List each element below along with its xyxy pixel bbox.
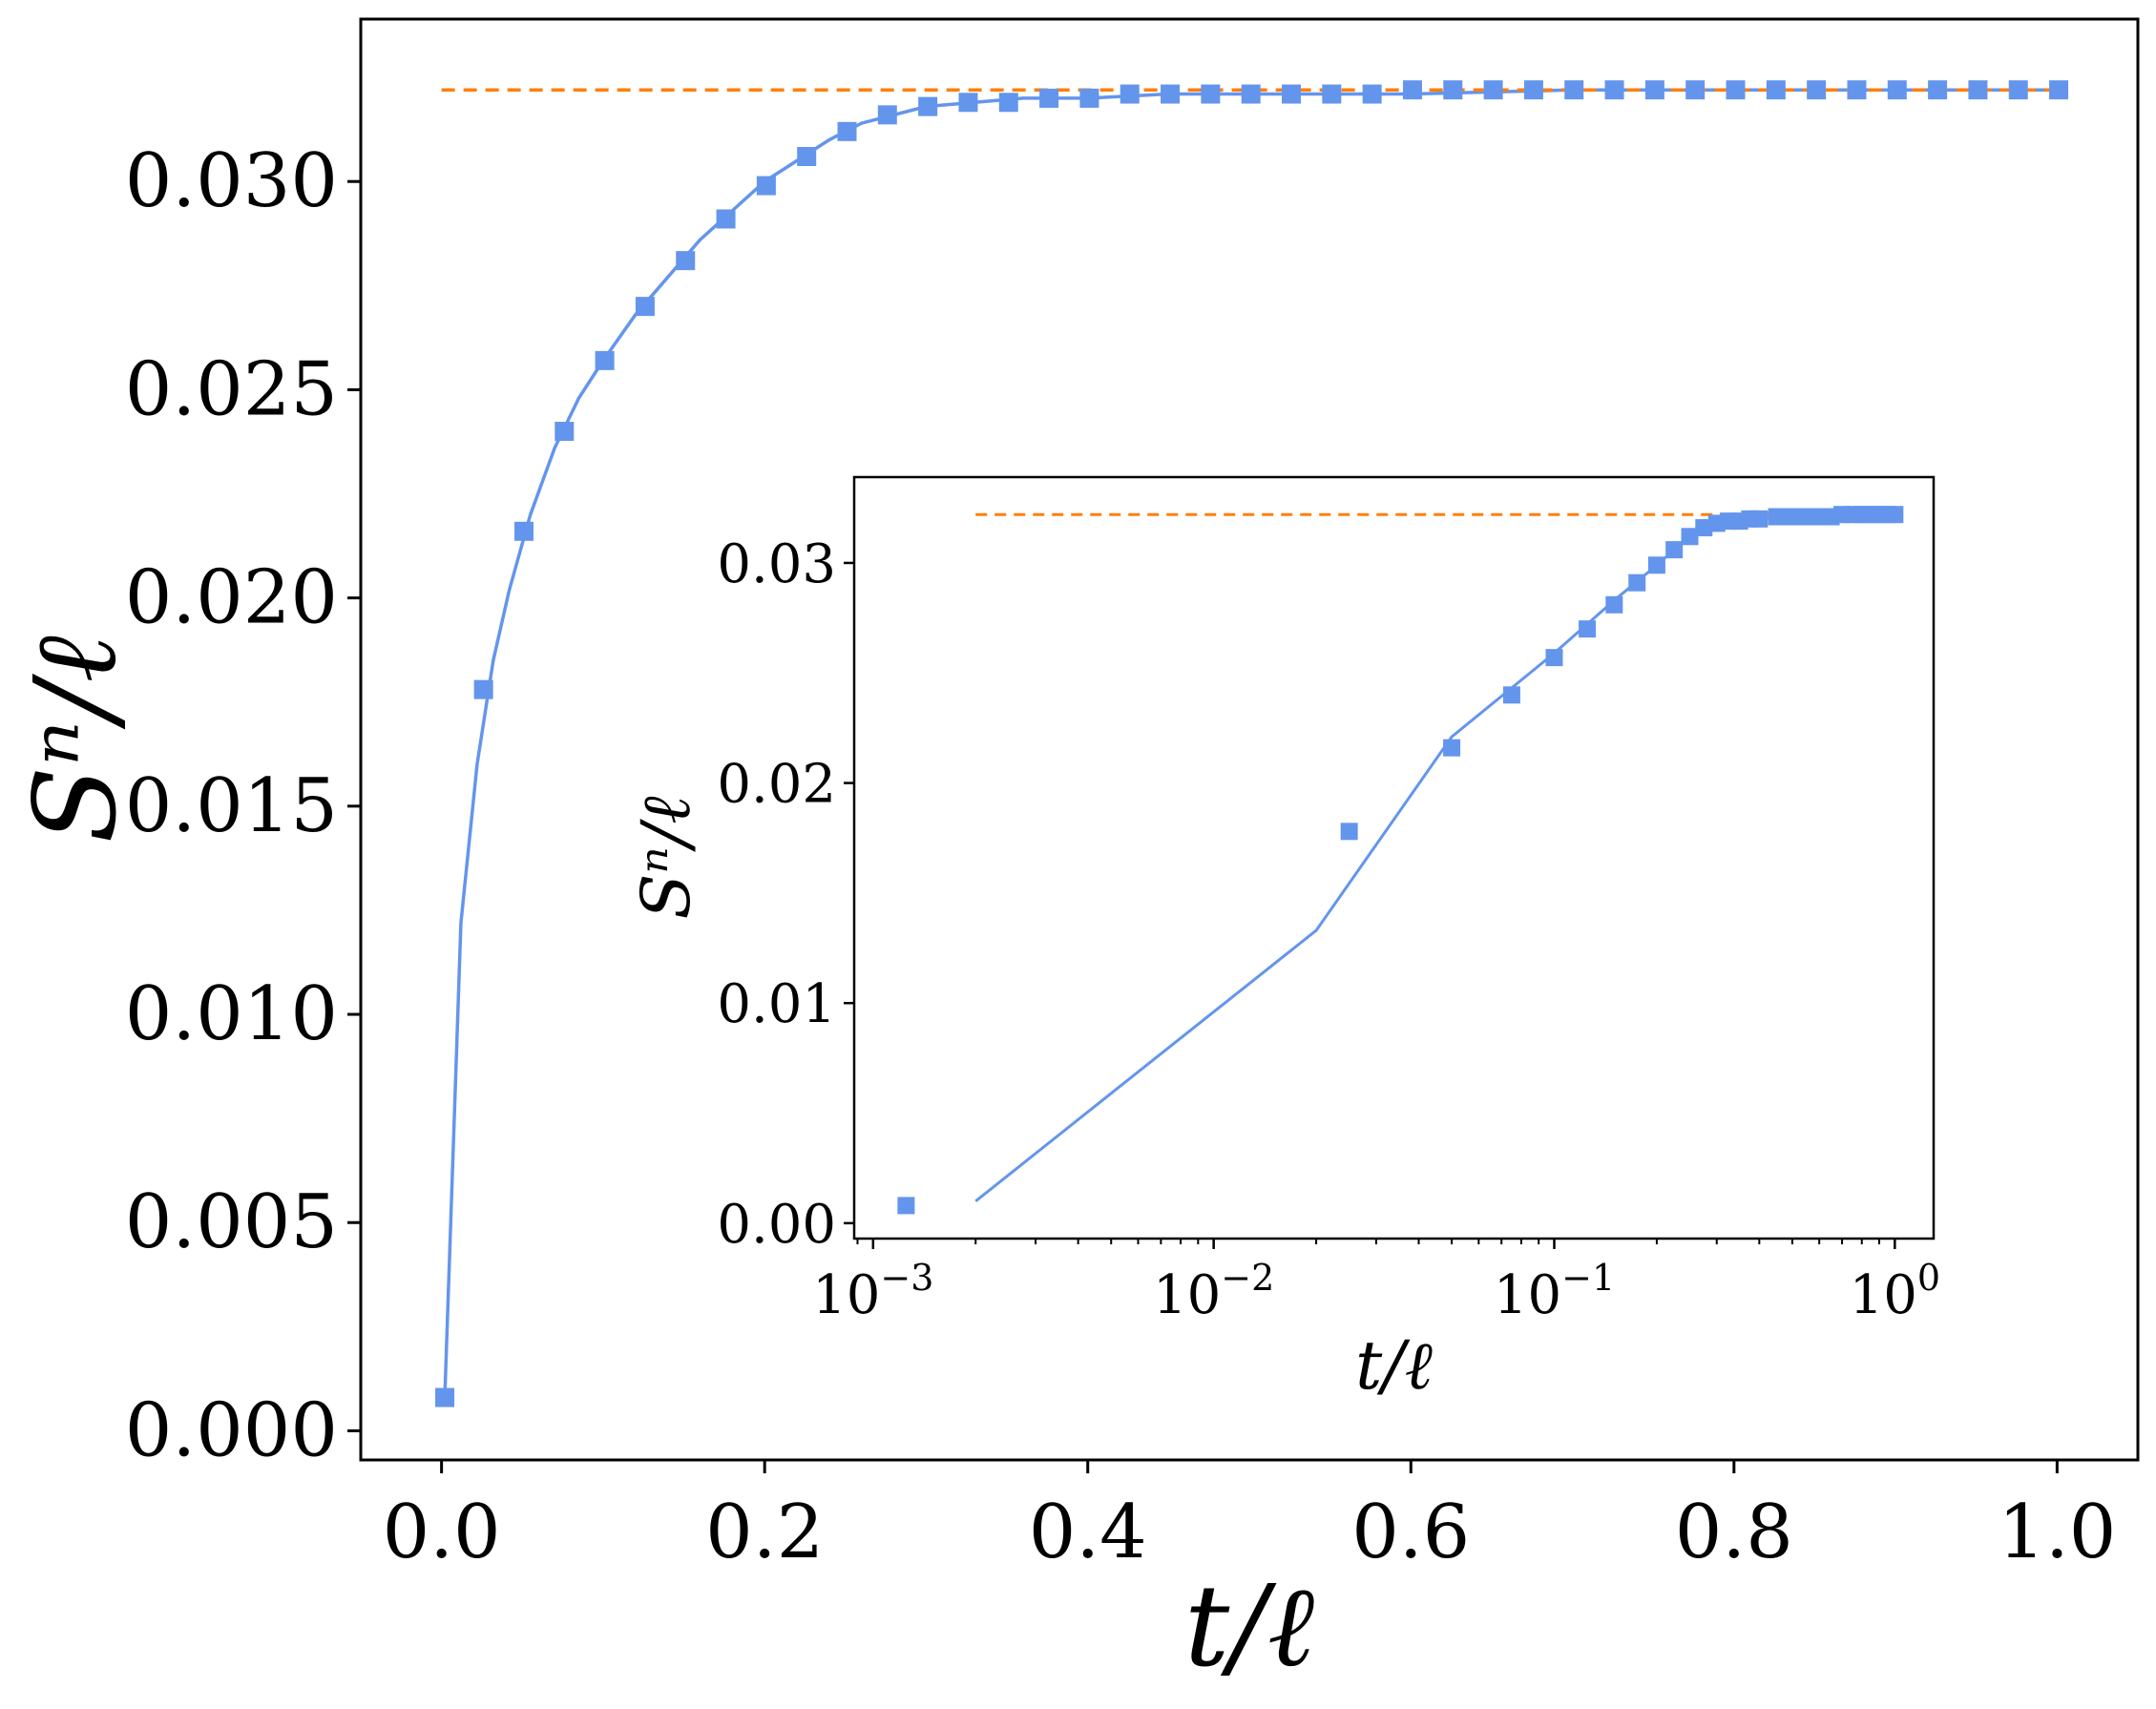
y-tick-label: 0.02 [717,754,836,816]
y-axis-label: Sⁿ/ℓ [627,796,705,919]
data-point-marker [1750,510,1769,528]
data-point-marker [1362,84,1382,104]
data-point-marker [435,1387,455,1407]
inset-plot: 10−3 10−2 10−1 100 0.00 0.01 0.02 0.03 t/ℓ Sⁿ/ℓ [627,475,1940,1405]
data-point-marker [1079,88,1099,108]
x-axis-label: t/ℓ [1184,1560,1314,1692]
data-point-marker [1665,541,1684,559]
data-point-marker [837,121,857,141]
data-point-marker [1644,80,1664,100]
data-point-marker [1402,80,1422,100]
data-point-marker [1807,80,1827,100]
data-point-marker [1604,80,1624,100]
data-point-marker [1766,80,1786,100]
y-tick-label: 0.025 [125,346,338,432]
data-point-marker [1847,80,1867,100]
data-point-marker [555,422,575,442]
data-point-marker [1685,80,1706,100]
data-point-marker [1120,84,1140,104]
y-tick-label: 0.03 [717,533,836,595]
y-tick-label: 0.030 [125,138,338,224]
data-point-marker [1783,508,1801,526]
x-tick-label: 10−1 [1494,1257,1615,1326]
data-point-marker [998,93,1018,113]
data-point-marker [676,251,696,271]
data-point-marker [513,521,534,541]
y-axis-label: Sⁿ/ℓ [10,636,141,844]
plot-area [854,477,1934,1239]
axes-frame [852,475,1936,1240]
x-tick-label: 0.6 [1351,1490,1470,1575]
data-point-marker [1039,88,1059,108]
data-point-marker [958,93,978,113]
data-point-marker [897,1197,915,1215]
data-point-marker [1483,80,1503,100]
x-tick-label: 0.0 [383,1490,501,1575]
data-point-marker [2008,80,2028,100]
y-tick-label: 0.000 [125,1387,338,1473]
x-tick-label: 10−3 [812,1257,933,1326]
data-point-marker [1282,84,1302,104]
data-point-marker [756,176,776,196]
y-tick-label: 0.005 [125,1179,338,1265]
x-axis-label: t/ℓ [1355,1326,1433,1405]
data-point-marker [1886,506,1904,524]
data-layer [435,80,2069,1407]
data-point-marker [1928,80,1948,100]
data-point-marker [595,350,615,370]
data-point-marker [1545,649,1563,667]
x-tick-label: 10−2 [1153,1257,1274,1326]
data-layer [897,506,1904,1215]
data-point-marker [1647,556,1665,574]
y-tick-label: 0.00 [717,1194,836,1256]
data-point-marker [1887,80,1907,100]
data-point-marker [2049,80,2069,100]
data-point-marker [1340,823,1358,841]
data-point-marker [1443,80,1463,100]
data-point-marker [918,96,938,116]
x-tick-label: 0.8 [1675,1490,1793,1575]
y-tick-label: 0.015 [125,763,338,849]
data-point-marker [1161,84,1181,104]
y-tick-label: 0.01 [717,973,836,1035]
data-point-marker [1681,528,1699,546]
data-point-marker [877,105,897,125]
data-point-marker [1605,595,1623,614]
data-point-marker [1443,739,1461,757]
x-tick-label: 100 [1850,1257,1940,1326]
data-point-marker [1201,84,1221,104]
data-point-marker [716,209,736,229]
x-tick-label: 0.4 [1029,1490,1147,1575]
y-tick-label: 0.010 [125,971,338,1057]
data-point-marker [473,679,493,699]
axes-frame [359,17,2140,1462]
data-point-marker [635,297,655,317]
data-point-marker [1768,508,1786,526]
data-point-marker [1726,80,1746,100]
data-point-marker [1322,84,1342,104]
data-point-marker [1502,686,1520,704]
data-point-marker [1564,80,1584,100]
data-point-marker [1968,80,1988,100]
y-tick-label: 0.020 [125,555,338,641]
x-tick-label: 0.2 [705,1490,824,1575]
x-tick-label: 1.0 [1998,1490,2116,1575]
data-point-marker [797,147,817,167]
data-point-marker [1241,84,1261,104]
data-point-marker [1523,80,1543,100]
data-point-marker [1579,620,1597,638]
data-point-marker [1628,573,1646,592]
